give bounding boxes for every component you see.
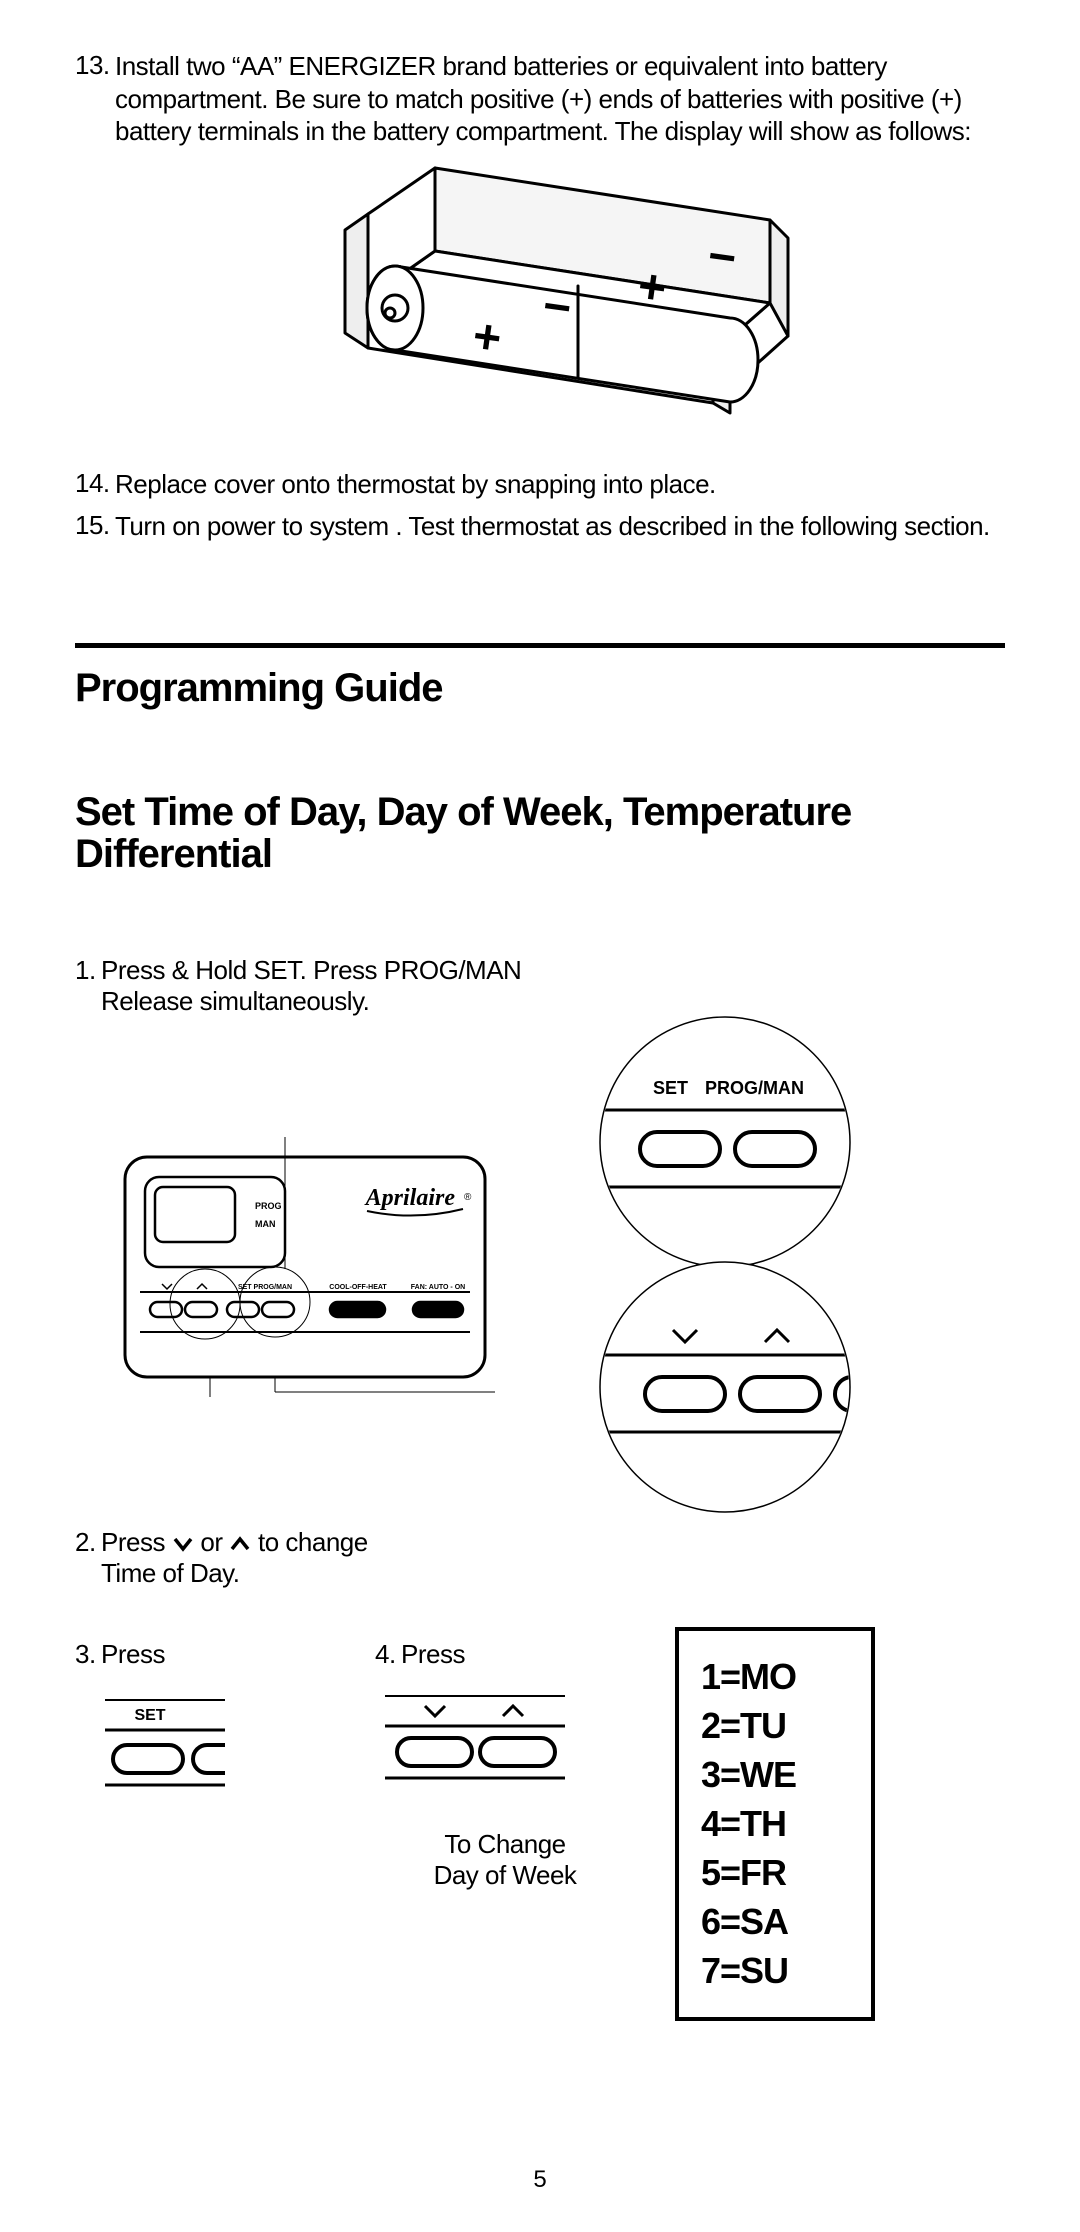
- step-number: 1.: [75, 955, 101, 1017]
- section-divider: [75, 643, 1005, 648]
- step-number: 3.: [75, 1639, 101, 1670]
- step-text: Press or to change Time of Day.: [101, 1527, 1005, 1589]
- step-4-caption: To Change Day of Week: [375, 1829, 635, 1891]
- step-number: 2.: [75, 1527, 101, 1589]
- step-text: Press: [401, 1639, 635, 1670]
- step-text: Press: [101, 1639, 335, 1670]
- updown-button-figure: [375, 1688, 635, 1793]
- battery-figure: + − + −: [75, 158, 1005, 438]
- svg-text:COOL-OFF-HEAT: COOL-OFF-HEAT: [329, 1284, 387, 1291]
- section-heading: Set Time of Day, Day of Week, Temperatur…: [75, 791, 1005, 875]
- svg-text:SET: SET: [134, 1707, 165, 1724]
- chevron-down-icon: [172, 1535, 194, 1553]
- day-code: 7=SU: [701, 1950, 849, 1992]
- set-label: SET: [653, 1078, 688, 1099]
- item-number: 14.: [75, 468, 115, 501]
- prog-small-label: PROG: [255, 1201, 282, 1211]
- list-item-14: 14. Replace cover onto thermostat by sna…: [75, 468, 1005, 501]
- detail-circle-set-progman: SET PROG/MAN: [595, 1012, 855, 1277]
- day-code: 6=SA: [701, 1901, 849, 1943]
- steps-3-4-row: 3. Press SET 4. Press: [75, 1639, 1005, 2021]
- item-number: 13.: [75, 50, 115, 148]
- day-code: 5=FR: [701, 1852, 849, 1894]
- page-number: 5: [0, 2166, 1080, 2194]
- progman-label: PROG/MAN: [705, 1078, 804, 1099]
- day-code: 1=MO: [701, 1656, 849, 1698]
- thermostat-diagram-area: SET PROG/MAN: [75, 1017, 1005, 1447]
- step-3: 3. Press SET: [75, 1639, 335, 2021]
- step-1: 1. Press & Hold SET. Press PROG/MAN Rele…: [75, 955, 1005, 1017]
- svg-text:Aprilaire: Aprilaire: [364, 1185, 456, 1211]
- thermostat-icon: PROG MAN Aprilaire ® SET PROG/MAN COOL-O…: [115, 1137, 495, 1402]
- item-text: Replace cover onto thermostat by snappin…: [115, 468, 1005, 501]
- detail-circle-updown: [595, 1257, 855, 1522]
- item-text: Turn on power to system . Test thermosta…: [115, 510, 1005, 543]
- programming-guide-heading: Programming Guide: [75, 666, 1005, 711]
- svg-text:FAN: AUTO - ON: FAN: AUTO - ON: [411, 1284, 465, 1291]
- chevron-up-icon: [229, 1535, 251, 1553]
- svg-text:®: ®: [464, 1192, 472, 1203]
- list-item-15: 15. Turn on power to system . Test therm…: [75, 510, 1005, 543]
- step-number: 4.: [375, 1639, 401, 1670]
- day-codes-box: 1=MO 2=TU 3=WE 4=TH 5=FR 6=SA 7=SU: [675, 1639, 875, 2021]
- day-code: 4=TH: [701, 1803, 849, 1845]
- list-item-13: 13. Install two “AA” ENERGIZER brand bat…: [75, 50, 1005, 148]
- step-text: Press & Hold SET. Press PROG/MAN Release…: [101, 955, 1005, 1017]
- item-text: Install two “AA” ENERGIZER brand batteri…: [115, 50, 1005, 148]
- item-number: 15.: [75, 510, 115, 543]
- step-2: 2. Press or to change Time of Day.: [75, 1527, 1005, 1589]
- set-button-figure: SET: [105, 1690, 335, 1805]
- svg-text:MAN: MAN: [255, 1219, 276, 1229]
- svg-text:SET PROG/MAN: SET PROG/MAN: [238, 1284, 292, 1291]
- step-4: 4. Press To Change Day of Week: [375, 1639, 635, 2021]
- day-code: 3=WE: [701, 1754, 849, 1796]
- day-code: 2=TU: [701, 1705, 849, 1747]
